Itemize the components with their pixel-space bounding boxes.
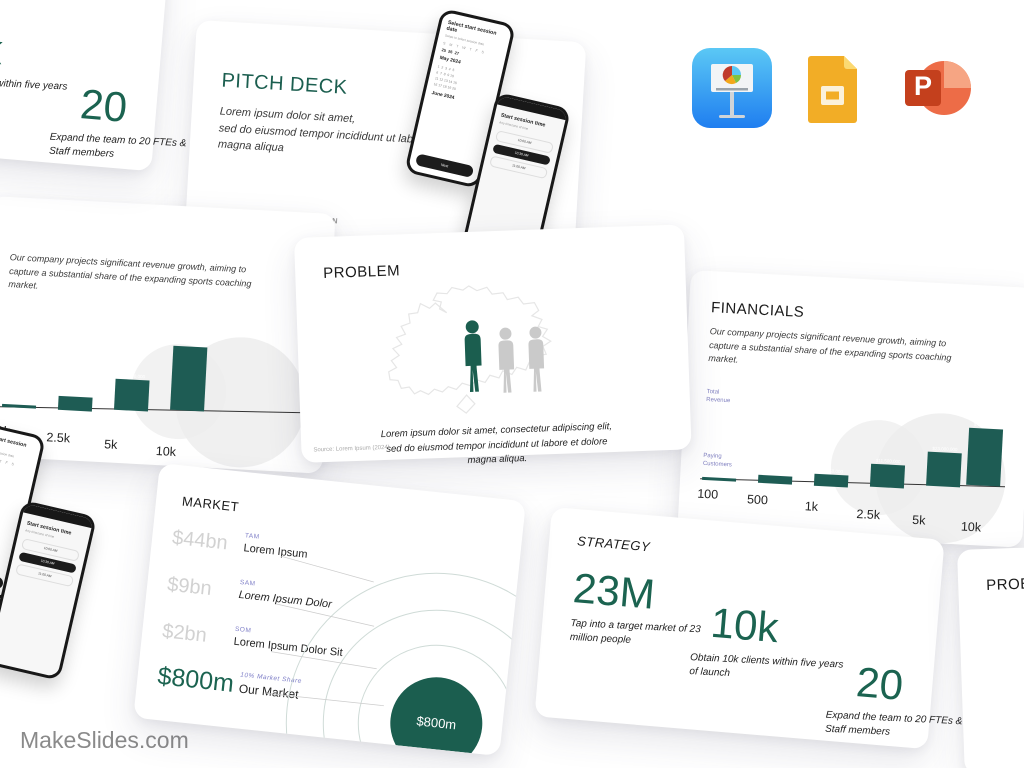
svg-text:$23,000,000: $23,000,000 bbox=[178, 340, 204, 346]
svg-text:$11,500,000: $11,500,000 bbox=[120, 373, 145, 379]
svg-text:$500,000: $500,000 bbox=[710, 471, 730, 477]
svg-text:$2,300,000: $2,300,000 bbox=[764, 469, 787, 475]
svg-text:$2,300,000: $2,300,000 bbox=[64, 390, 87, 396]
svg-text:$5,750,000: $5,750,000 bbox=[820, 468, 843, 474]
svg-text:P: P bbox=[914, 71, 932, 101]
svg-text:$500,000: $500,000 bbox=[10, 398, 30, 404]
svg-text:$35,000,000: $35,000,000 bbox=[974, 422, 1000, 428]
svg-text:$23,000,000: $23,000,000 bbox=[932, 446, 958, 452]
svg-text:$11,500,000: $11,500,000 bbox=[876, 458, 901, 464]
